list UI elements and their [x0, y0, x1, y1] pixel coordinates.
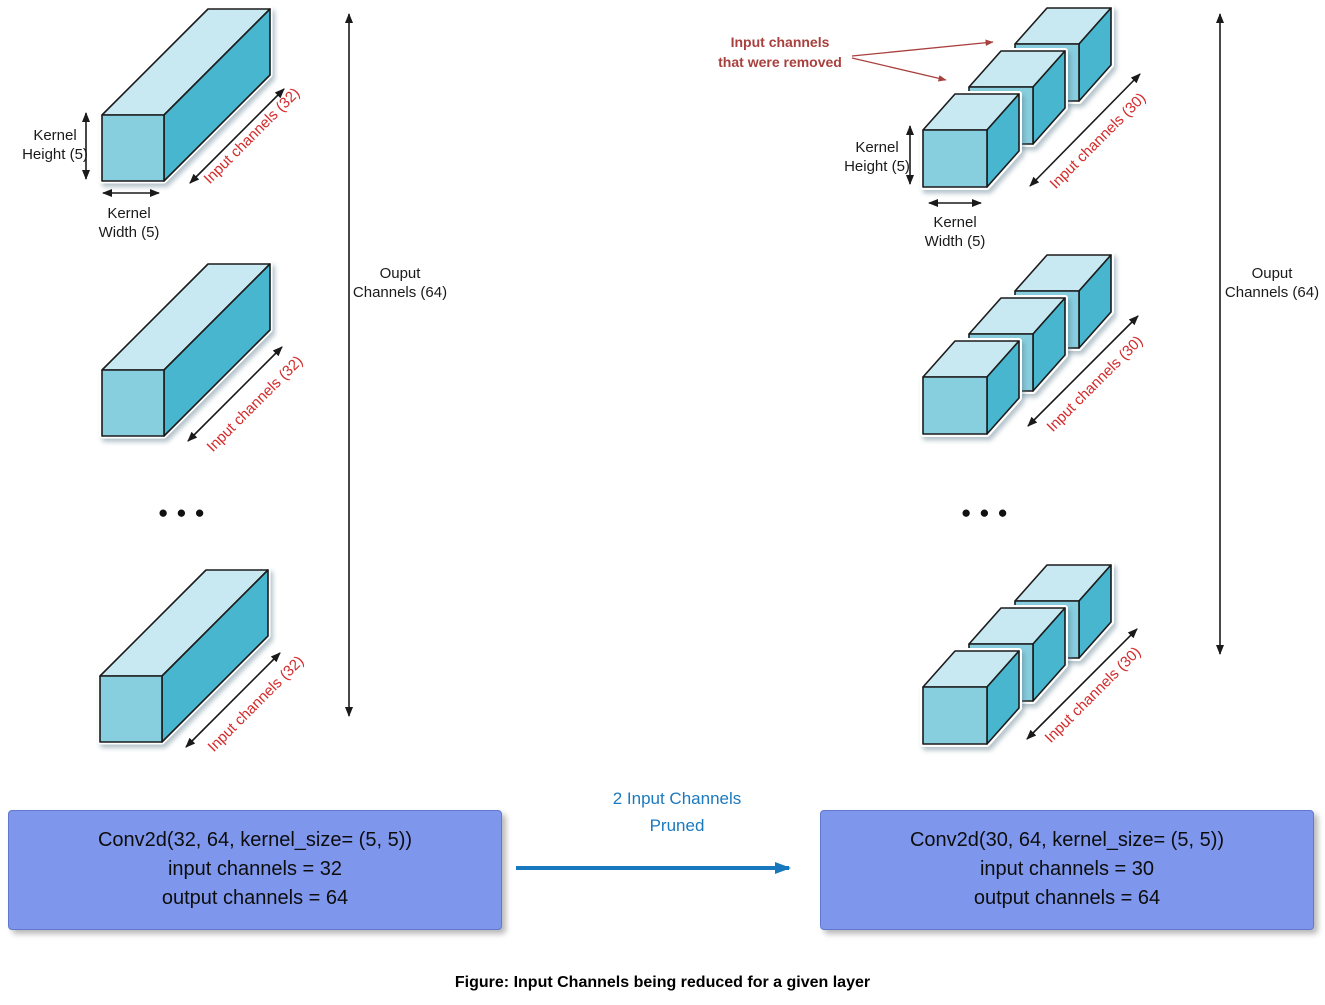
- input-channels-arrow-left-2: [187, 346, 283, 442]
- output-channels-value-after: output channels = 64: [973, 887, 1161, 909]
- kernel-height-label-left: Kernel Height (5): [22, 127, 88, 163]
- kernel-width-label-left: Kernel Width (5): [98, 205, 160, 241]
- pruned-channels-label: 2 Input Channels Pruned: [612, 789, 742, 835]
- output-channels-value-before: output channels = 64: [161, 887, 349, 909]
- input-channels-value-after: input channels = 30: [979, 858, 1155, 880]
- conv-signature-after: Conv2d(30, 64, kernel_size= (5, 5)): [909, 829, 1225, 851]
- output-channels-label-right: Ouput Channels (64): [1224, 265, 1320, 301]
- input-channels-arrow-left-3: [185, 652, 281, 748]
- input-channels-value-before: input channels = 32: [167, 858, 343, 880]
- output-channels-label-left: Ouput Channels (64): [352, 265, 448, 301]
- input-channels-arrow-left-1: [189, 88, 285, 184]
- conv-layer-box-before: Conv2d(32, 64, kernel_size= (5, 5)) inpu…: [8, 810, 502, 930]
- figure-caption: Figure: Input Channels being reduced for…: [454, 974, 871, 991]
- kernel-height-label-right: Kernel Height (5): [844, 139, 910, 175]
- kernel-width-label-right: Kernel Width (5): [924, 214, 986, 250]
- conv-signature-before: Conv2d(32, 64, kernel_size= (5, 5)): [97, 829, 413, 851]
- input-channels-arrow-right-1: [1029, 73, 1141, 187]
- ellipsis-dots-left: ●●●: [158, 503, 213, 522]
- removed-channel-pointer-arrow-2: [851, 57, 947, 82]
- input-channels-arrow-right-2: [1027, 315, 1139, 427]
- input-channels-arrow-right-3: [1026, 628, 1138, 740]
- removed-channel-pointer-arrow-1: [851, 39, 994, 57]
- ellipsis-dots-right: ●●●: [961, 503, 1016, 522]
- removed-channels-annotation: Input channels that were removed: [718, 34, 842, 70]
- conv-layer-box-after: Conv2d(30, 64, kernel_size= (5, 5)) inpu…: [820, 810, 1314, 930]
